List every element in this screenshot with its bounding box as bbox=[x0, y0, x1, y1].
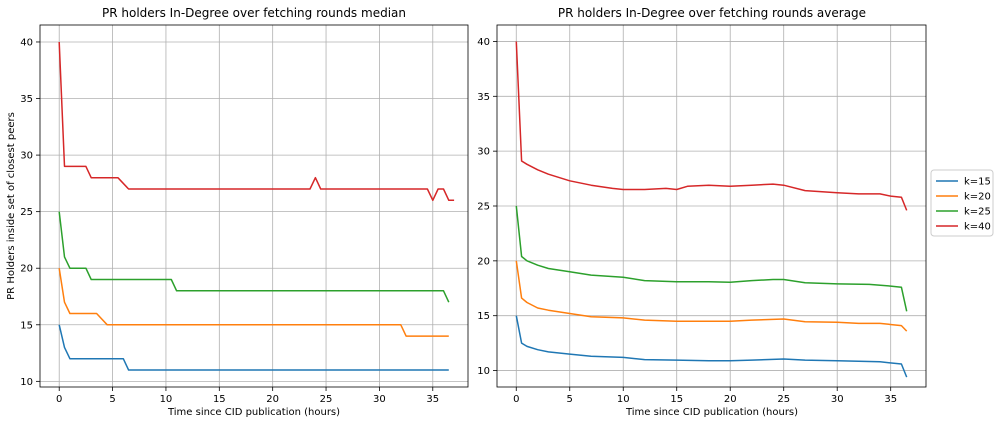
median-series-line-k=25 bbox=[58, 211, 450, 303]
average-panel: PR holders In-Degree over fetching round… bbox=[477, 6, 927, 418]
median-chart-title: PR holders In-Degree over fetching round… bbox=[102, 6, 406, 20]
median-x-tick-label-5: 25 bbox=[320, 394, 333, 405]
average-x-axis-label: Time since CID publication (hours) bbox=[625, 407, 798, 418]
median-x-tick-label-4: 20 bbox=[266, 394, 279, 405]
average-x-tick-label-1: 5 bbox=[567, 394, 573, 405]
median-panel: PR holders In-Degree over fetching round… bbox=[6, 6, 469, 418]
median-y-tick-label-5: 35 bbox=[20, 94, 33, 105]
average-x-tick-label-7: 35 bbox=[884, 394, 897, 405]
average-y-tick-label-0: 10 bbox=[477, 366, 490, 377]
average-y-tick-label-3: 25 bbox=[477, 202, 490, 213]
average-x-tick-label-0: 0 bbox=[513, 394, 519, 405]
average-y-tick-label-6: 40 bbox=[477, 37, 490, 48]
legend-label-k=20: k=20 bbox=[964, 192, 991, 203]
median-y-tick-label-2: 20 bbox=[20, 264, 33, 275]
average-y-tick-label-1: 15 bbox=[477, 311, 490, 322]
median-x-tick-label-6: 30 bbox=[373, 394, 386, 405]
median-plot-frame bbox=[39, 24, 469, 388]
y-axis-label: PR Holders inside set of closest peers bbox=[6, 112, 17, 300]
average-y-tick-label-2: 20 bbox=[477, 256, 490, 267]
median-y-tick-label-0: 10 bbox=[20, 377, 33, 388]
average-x-tick-label-4: 20 bbox=[724, 394, 737, 405]
median-x-tick-label-1: 5 bbox=[109, 394, 115, 405]
average-series-line-k=25 bbox=[515, 205, 908, 312]
average-x-tick-label-2: 10 bbox=[617, 394, 630, 405]
median-series-line-k=15 bbox=[58, 324, 449, 371]
median-y-tick-label-3: 25 bbox=[20, 207, 33, 218]
median-y-tick-label-4: 30 bbox=[20, 151, 33, 162]
legend-label-k=40: k=40 bbox=[964, 222, 991, 233]
median-x-tick-label-0: 0 bbox=[56, 394, 62, 405]
average-x-tick-label-6: 30 bbox=[831, 394, 844, 405]
average-series-line-k=40 bbox=[515, 41, 908, 211]
legend-label-k=25: k=25 bbox=[964, 207, 991, 218]
average-series-line-k=15 bbox=[515, 315, 908, 378]
median-y-tick-label-1: 15 bbox=[20, 320, 33, 331]
median-x-tick-label-2: 10 bbox=[160, 394, 173, 405]
average-chart-title: PR holders In-Degree over fetching round… bbox=[558, 6, 866, 20]
median-x-tick-label-3: 15 bbox=[213, 394, 226, 405]
median-x-tick-label-7: 35 bbox=[426, 394, 439, 405]
average-series-line-k=20 bbox=[515, 260, 908, 332]
average-x-tick-label-3: 15 bbox=[670, 394, 683, 405]
median-x-axis-label: Time since CID publication (hours) bbox=[167, 407, 340, 418]
average-y-tick-label-4: 30 bbox=[477, 147, 490, 158]
average-y-tick-label-5: 35 bbox=[477, 92, 490, 103]
legend-box bbox=[930, 169, 994, 237]
average-x-tick-label-5: 25 bbox=[777, 394, 790, 405]
median-y-tick-label-6: 40 bbox=[20, 37, 33, 48]
legend: k=15 k=20 k=25 k=40 bbox=[930, 169, 994, 237]
legend-label-k=15: k=15 bbox=[964, 177, 991, 188]
median-series-line-k=20 bbox=[58, 268, 449, 337]
median-series-line-k=40 bbox=[58, 41, 455, 202]
